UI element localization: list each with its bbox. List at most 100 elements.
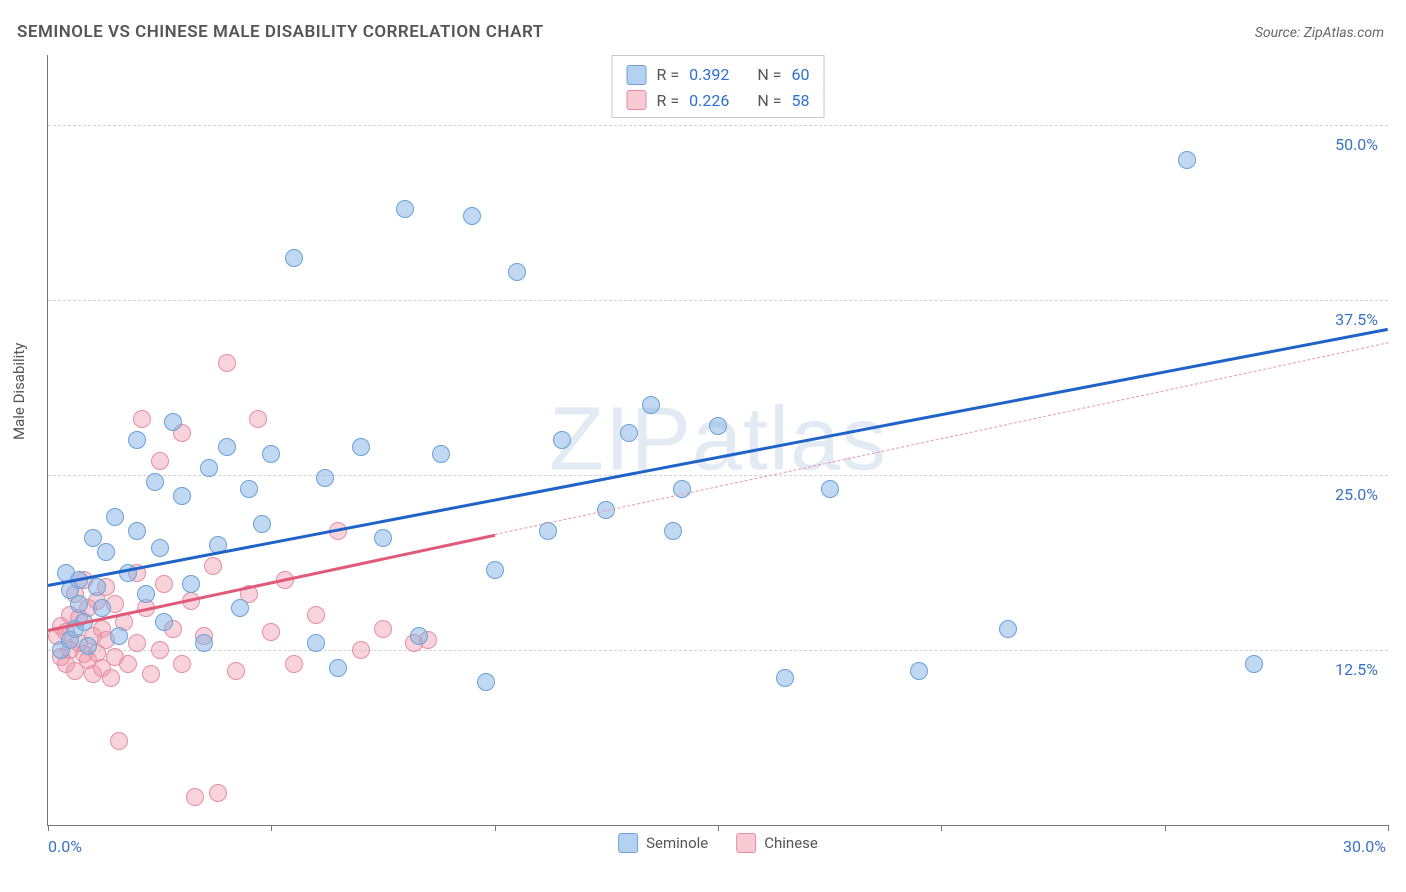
data-point [253, 515, 271, 533]
data-point [155, 575, 173, 593]
data-point [79, 637, 97, 655]
data-point [262, 445, 280, 463]
y-tick-label: 37.5% [1335, 310, 1378, 329]
data-point [486, 561, 504, 579]
data-point [262, 623, 280, 641]
data-point [182, 575, 200, 593]
data-point [553, 431, 571, 449]
data-point [102, 669, 120, 687]
data-point [374, 529, 392, 547]
gridline [48, 125, 1388, 126]
data-point [106, 508, 124, 526]
data-point [200, 459, 218, 477]
data-point [307, 606, 325, 624]
data-point [1178, 151, 1196, 169]
data-point [84, 529, 102, 547]
data-point [477, 673, 495, 691]
x-tick [48, 825, 49, 831]
stats-n-label: N = [757, 62, 781, 88]
data-point [642, 396, 660, 414]
swatch-chinese-icon [627, 90, 647, 110]
data-point [142, 665, 160, 683]
data-point [821, 480, 839, 498]
data-point [70, 595, 88, 613]
data-point [128, 634, 146, 652]
legend-label-seminole: Seminole [646, 834, 708, 852]
data-point [209, 784, 227, 802]
stats-n-seminole: 60 [791, 62, 809, 88]
y-tick-label: 25.0% [1335, 485, 1378, 504]
stats-r-label: R = [657, 62, 680, 88]
data-point [463, 207, 481, 225]
data-point [307, 634, 325, 652]
data-point [186, 788, 204, 806]
stats-row-chinese: R = 0.226 N = 58 [627, 88, 810, 114]
x-tick [941, 825, 942, 831]
swatch-chinese-icon [736, 833, 756, 853]
y-axis-label: Male Disability [10, 343, 28, 440]
data-point [133, 410, 151, 428]
data-point [285, 655, 303, 673]
data-point [119, 655, 137, 673]
gridline [48, 300, 1388, 301]
swatch-seminole-icon [627, 65, 647, 85]
data-point [374, 620, 392, 638]
data-point [776, 669, 794, 687]
x-tick [1388, 825, 1389, 831]
data-point [231, 599, 249, 617]
data-point [664, 522, 682, 540]
data-point [88, 578, 106, 596]
data-point [164, 413, 182, 431]
data-point [93, 599, 111, 617]
x-tick [718, 825, 719, 831]
data-point [709, 417, 727, 435]
y-tick-label: 12.5% [1335, 660, 1378, 679]
gridline [48, 475, 1388, 476]
data-point [329, 659, 347, 677]
stats-r-label: R = [657, 88, 680, 114]
stats-row-seminole: R = 0.392 N = 60 [627, 62, 810, 88]
watermark-text: ZIPatlas [549, 389, 887, 492]
data-point [249, 410, 267, 428]
data-point [151, 641, 169, 659]
x-tick-label: 30.0% [1343, 837, 1386, 856]
stats-n-chinese: 58 [791, 88, 809, 114]
trend-line [48, 534, 495, 632]
data-point [204, 557, 222, 575]
data-point [285, 249, 303, 267]
x-tick-label: 0.0% [48, 837, 82, 856]
x-tick [1165, 825, 1166, 831]
data-point [396, 200, 414, 218]
stats-r-chinese: 0.226 [689, 88, 729, 114]
data-point [128, 522, 146, 540]
data-point [508, 263, 526, 281]
data-point [999, 620, 1017, 638]
data-point [620, 424, 638, 442]
data-point [432, 445, 450, 463]
stats-legend-box: R = 0.392 N = 60 R = 0.226 N = 58 [612, 55, 825, 118]
data-point [151, 452, 169, 470]
data-point [910, 662, 928, 680]
trend-line [48, 328, 1389, 587]
data-point [173, 655, 191, 673]
data-point [316, 469, 334, 487]
data-point [110, 732, 128, 750]
data-point [352, 438, 370, 456]
data-point [218, 354, 236, 372]
data-point [1245, 655, 1263, 673]
y-tick-label: 50.0% [1335, 135, 1378, 154]
legend-label-chinese: Chinese [764, 834, 818, 852]
data-point [173, 487, 191, 505]
stats-r-seminole: 0.392 [689, 62, 729, 88]
data-point [151, 539, 169, 557]
data-point [146, 473, 164, 491]
data-point [195, 634, 213, 652]
data-point [128, 431, 146, 449]
data-point [97, 543, 115, 561]
data-point [240, 480, 258, 498]
legend-item-chinese: Chinese [736, 833, 818, 853]
stats-n-label: N = [757, 88, 781, 114]
data-point [227, 662, 245, 680]
chart-title: SEMINOLE VS CHINESE MALE DISABILITY CORR… [17, 22, 544, 42]
source-attribution: Source: ZipAtlas.com [1255, 25, 1384, 41]
